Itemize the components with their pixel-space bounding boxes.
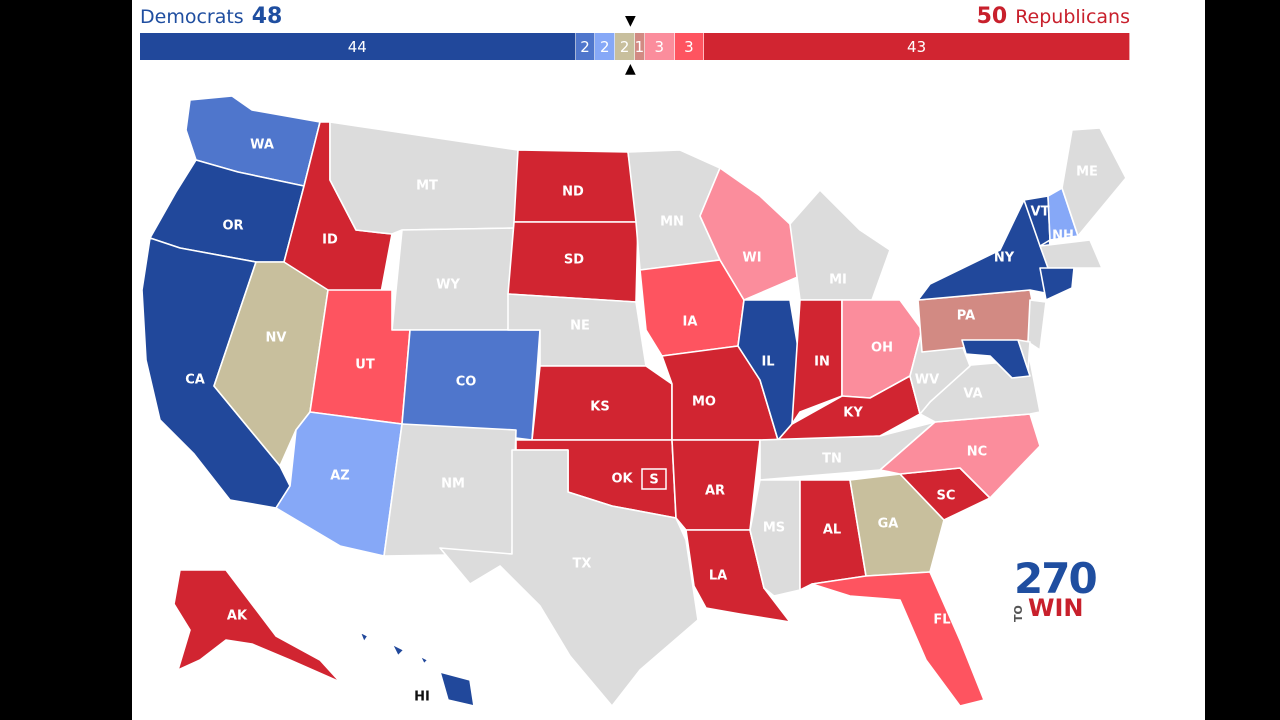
state-label-tx: TX [573,557,592,572]
seat-bar-segment: 3 [674,33,705,60]
state-label-wi: WI [742,251,761,266]
state-label-mo: MO [692,395,716,410]
270towin-logo: 270 TO WIN [1012,554,1098,626]
state-ak[interactable] [173,569,341,683]
state-md[interactable] [961,339,1031,379]
state-label-ks: KS [590,400,609,415]
special-election-badge-label: S [649,473,658,488]
logo-win: WIN [1028,594,1084,622]
seat-bar-segment: 1 [635,33,645,60]
state-label-me: ME [1076,165,1098,180]
seat-bar-segment: 43 [704,33,1130,60]
republicans-count: 50 [976,4,1008,29]
state-label-sc: SC [937,489,956,504]
state-label-nc: NC [967,445,987,460]
state-ky[interactable] [777,375,921,441]
state-label-ne: NE [570,319,590,334]
logo-number: 270 [1014,554,1098,603]
state-label-wy: WY [436,278,460,293]
special-election-badge: S [641,468,667,490]
state-hi[interactable] [359,631,475,707]
democrats-label: Democrats [140,6,244,28]
seat-bar-segment: 2 [615,33,635,60]
state-tx[interactable] [439,449,699,707]
state-label-la: LA [709,569,727,584]
state-label-vt: VT [1031,205,1050,220]
state-label-ky: KY [843,406,863,421]
state-label-co: CO [456,375,477,390]
state-label-wa: WA [250,138,274,153]
us-senate-map: WA OR CA ID NV MT WY UT AZ CO NM ND SD NE KS OK TX MN IA MO… [141,95,1127,707]
state-fl[interactable] [811,571,985,707]
state-label-ok: OK [611,472,633,487]
republicans-tally: 50 Republicans [969,4,1130,29]
majority-marker-top-icon: ▼ [625,13,636,29]
seat-bar-segment: 3 [644,33,675,60]
state-wi[interactable] [699,167,801,301]
seat-bar-segment: 2 [575,33,596,60]
state-az[interactable] [275,411,403,557]
map-canvas: Democrats 48 50 Republicans ▼ 44 2 2 2 1 3 3 43 ▲… [132,0,1205,720]
state-ga[interactable] [849,473,945,577]
state-ct[interactable] [1039,267,1075,301]
state-label-oh: OH [871,341,893,356]
state-label-il: IL [761,355,774,370]
state-me[interactable] [1061,127,1127,237]
democrats-count: 48 [251,4,283,29]
state-label-ga: GA [878,517,899,532]
state-label-nv: NV [266,331,287,346]
state-label-or: OR [222,219,243,234]
state-nj[interactable] [1027,299,1047,351]
state-label-al: AL [823,523,841,538]
state-in[interactable] [791,299,843,425]
state-label-va: VA [963,387,982,402]
democrats-tally: Democrats 48 [140,4,290,29]
state-label-ny: NY [994,251,1015,266]
state-label-wv: WV [915,373,939,388]
state-label-in: IN [814,355,830,370]
state-label-nd: ND [562,185,584,200]
state-label-ia: IA [683,315,698,330]
state-label-hi: HI [414,690,430,705]
state-label-ms: MS [763,521,785,536]
seat-balance-bar: 44 2 2 2 1 3 3 43 [140,33,1130,60]
state-label-ut: UT [355,358,375,373]
logo-to: TO [1012,605,1025,622]
seat-bar-segment: 2 [595,33,616,60]
state-label-mi: MI [829,273,847,288]
state-label-tn: TN [822,452,842,467]
state-ma[interactable] [1039,239,1103,269]
state-label-mn: MN [660,215,684,230]
state-label-nm: NM [441,477,465,492]
seat-bar-segment: 44 [140,33,576,60]
state-label-az: AZ [330,469,350,484]
republicans-label: Republicans [1015,6,1130,28]
state-label-fl: FL [933,613,950,628]
state-label-pa: PA [957,309,975,324]
state-label-sd: SD [564,253,584,268]
majority-marker-bottom-icon: ▲ [625,61,636,77]
state-label-ca: CA [185,373,205,388]
state-label-mt: MT [416,179,438,194]
state-label-id: ID [322,233,338,248]
state-label-ar: AR [705,484,725,499]
state-label-nh: NH [1052,229,1074,244]
state-nc[interactable] [879,413,1041,499]
state-label-ak: AK [227,609,248,624]
